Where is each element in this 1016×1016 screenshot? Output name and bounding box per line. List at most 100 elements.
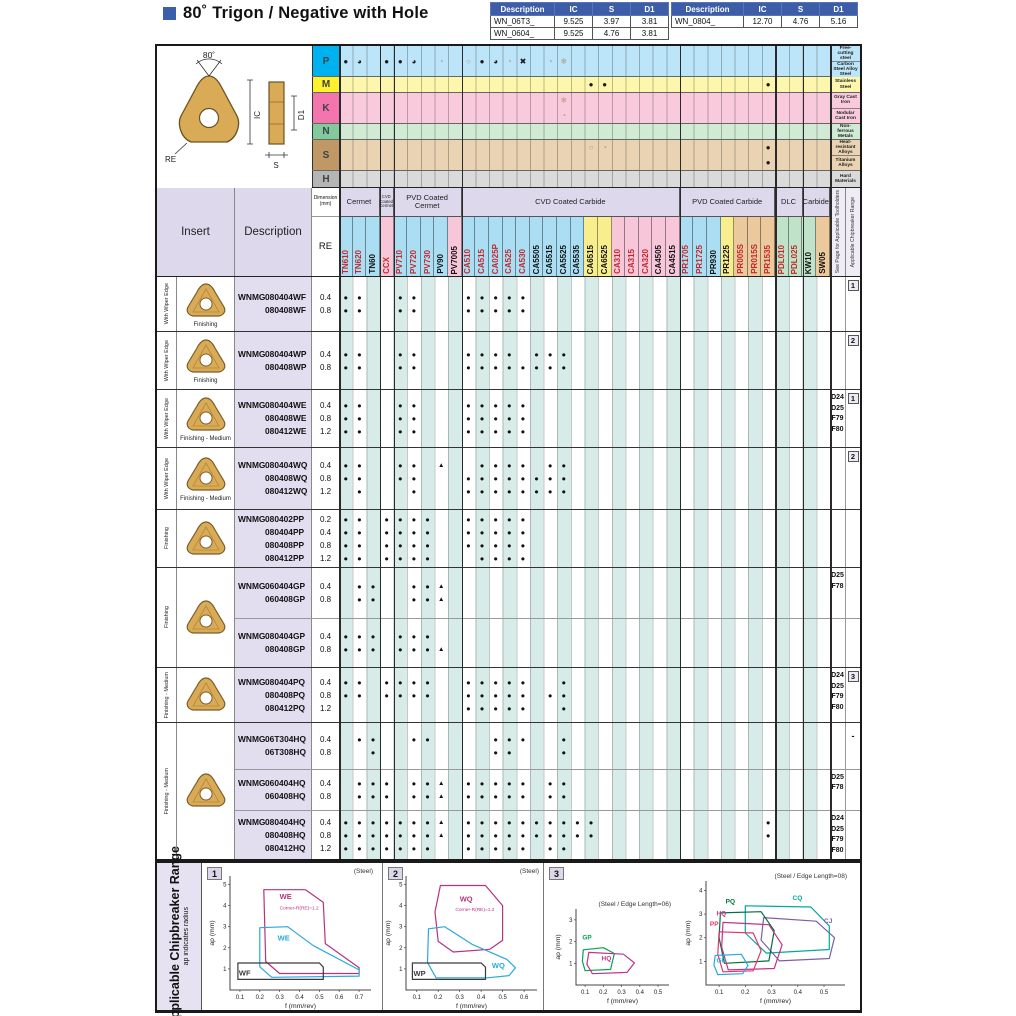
availability-dot-cell: ● — [479, 703, 485, 713]
availability-dot-cell — [652, 777, 666, 790]
availability-dot-cell — [639, 790, 653, 803]
availability-dot-cell — [584, 733, 598, 746]
insert-caption: Finishing - Medium — [180, 496, 231, 502]
availability-dot-cell — [366, 304, 380, 317]
material-row-S: S ○ ◔ ● ● Heat-resistant Alloys Titanium Alloy… — [312, 140, 860, 171]
material-mark-cell — [666, 77, 680, 92]
availability-dot-cell: ● — [479, 293, 485, 302]
material-mark-cell — [652, 155, 666, 170]
material-mark-cell — [802, 77, 816, 92]
availability-dot-cell — [366, 513, 380, 526]
material-mark-cell — [394, 77, 408, 92]
availability-dot-cell: ● — [493, 293, 498, 302]
availability-dot-cell — [748, 790, 762, 803]
availability-dot-cell: ● — [479, 306, 485, 315]
availability-dot-cell — [816, 526, 830, 539]
availability-dot-cell — [448, 689, 462, 702]
material-mark-cell — [353, 155, 367, 170]
toolholder-page-cell: D24 D25 F79 F80 — [830, 390, 845, 447]
availability-dot-cell: ● — [343, 306, 349, 315]
availability-dot-cell: ● — [357, 581, 362, 591]
availability-dot-cell — [775, 485, 789, 498]
availability-dot-cell: ● — [411, 293, 417, 302]
material-mark-cell — [748, 155, 762, 170]
availability-dot-cell: ● — [507, 487, 512, 496]
availability-dot-cell — [761, 580, 775, 593]
availability-dot-cell — [434, 689, 448, 702]
panel-badge: 1 — [207, 867, 222, 880]
material-mark-cell — [721, 171, 735, 187]
availability-dot-cell — [434, 702, 448, 715]
material-mark-cell — [503, 124, 517, 139]
material-mark-cell — [366, 124, 380, 139]
toolholder-page-code: F79 — [831, 693, 844, 700]
availability-dot-cell: ● — [343, 677, 349, 687]
edge-type-label: With Wiper Edge — [157, 332, 177, 389]
availability-dot-cell — [761, 630, 775, 643]
availability-dot-cell — [557, 399, 571, 412]
availability-dot-cell: ● — [425, 527, 430, 537]
availability-dot-cell — [789, 816, 803, 829]
material-mark-cell — [761, 171, 775, 187]
material-mark-cell — [571, 93, 585, 108]
group-header: CVD Coated Carbide — [462, 188, 680, 216]
availability-dot-cell — [748, 539, 762, 552]
material-letter: H — [312, 171, 339, 187]
availability-dot-cell — [707, 580, 721, 593]
re-cell: 0.4 0.8 — [312, 568, 339, 618]
availability-dot-cell — [353, 746, 367, 759]
availability-dot-cell: ● — [507, 474, 512, 483]
material-mark-cell — [503, 155, 517, 170]
re-cell: 0.4 0.8 — [312, 770, 339, 811]
spec-table-2: Description IC S D1 WN_0804_ 12.70 4.76 5.16 — [671, 2, 858, 28]
availability-dot-cell — [652, 630, 666, 643]
availability-dot-cell: ● — [561, 830, 567, 840]
availability-dot-cell: ● — [398, 631, 403, 641]
material-mark-cell — [748, 77, 762, 92]
availability-dot-cell — [434, 485, 448, 498]
availability-dot-cell — [652, 746, 666, 759]
availability-dot-cell: ● — [479, 527, 485, 537]
availability-dot-cell — [761, 412, 775, 425]
panel-badge: 3 — [549, 867, 564, 880]
availability-dot-cell: ● — [343, 843, 349, 853]
availability-dot-cell: ● — [507, 293, 512, 302]
material-mark-cell — [625, 108, 639, 123]
availability-dot-cell: ● — [534, 830, 539, 840]
availability-dot-cell — [761, 304, 775, 317]
availability-dot-cell: ● — [479, 553, 485, 563]
availability-dot-cell — [530, 539, 544, 552]
description-cell: WNMG 080402PP 080404PP 080408PP 080412PP — [235, 510, 312, 567]
spec-cell: 5.16 — [819, 15, 858, 28]
availability-dot-cell — [503, 630, 517, 643]
material-mark-cell — [625, 140, 639, 155]
availability-dot-cell — [543, 399, 557, 412]
availability-dot-cell — [489, 593, 503, 606]
availability-dot-cell — [530, 689, 544, 702]
availability-dot-cell: ● — [561, 703, 567, 713]
svg-text:5: 5 — [223, 882, 227, 888]
insert-code: 080408PP — [265, 539, 305, 550]
availability-dot-cell — [816, 829, 830, 842]
availability-dot-cell — [721, 733, 735, 746]
svg-text:WF: WF — [239, 968, 251, 977]
availability-dot-cell — [612, 643, 626, 656]
availability-dot-cell: ● — [411, 401, 417, 410]
re-value: 0.8 — [319, 690, 332, 700]
availability-dot-cell — [734, 816, 748, 829]
availability-dot-cell — [625, 829, 639, 842]
availability-dot-cell — [598, 676, 612, 689]
availability-dot-cell — [584, 643, 598, 656]
availability-dot-cell — [462, 552, 476, 565]
availability-dot-cell — [503, 643, 517, 656]
material-mark-cell — [584, 108, 598, 123]
insert-row-block: With Wiper Edge Finishing - Medium WNMG 080… — [157, 447, 860, 509]
material-mark-cell — [516, 93, 530, 108]
availability-dot-cell — [666, 472, 680, 485]
availability-dot-cell — [789, 702, 803, 715]
availability-dot-cell — [475, 746, 489, 759]
availability-dot-cell — [789, 733, 803, 746]
svg-text:0.6: 0.6 — [335, 995, 344, 1001]
availability-dot-cell — [366, 539, 380, 552]
availability-dot-cell — [652, 593, 666, 606]
